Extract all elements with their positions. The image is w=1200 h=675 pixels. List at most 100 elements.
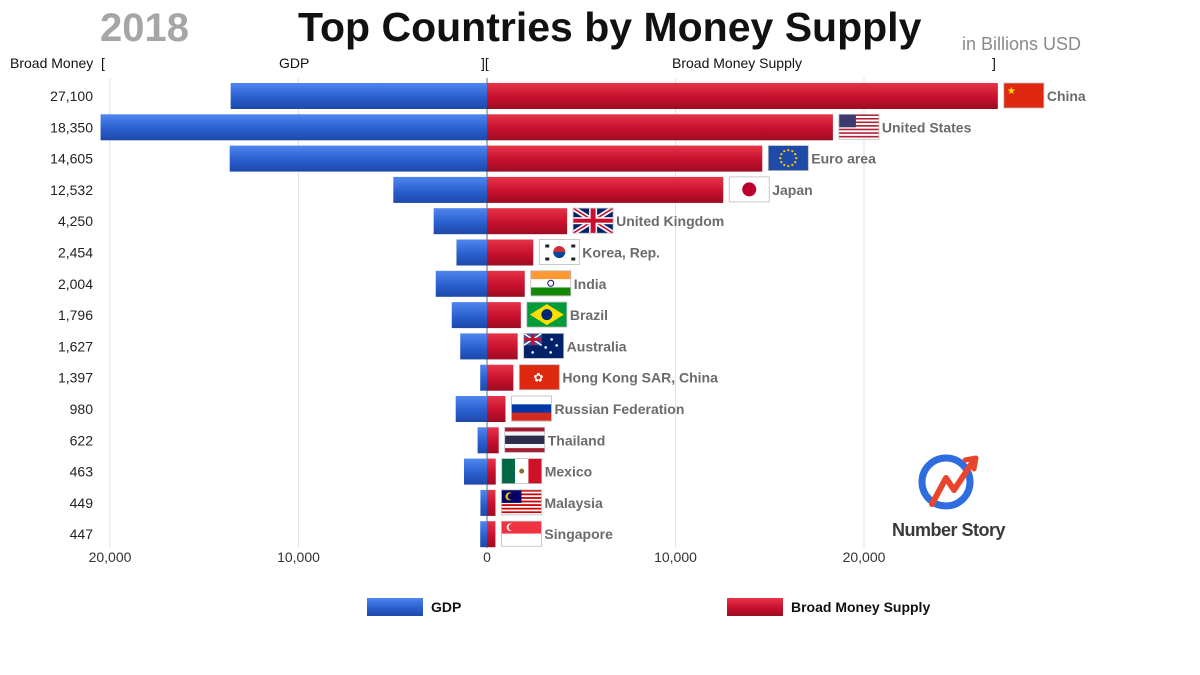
bar-gdp xyxy=(477,427,487,454)
row-value-label: 1,397 xyxy=(58,370,93,386)
bar-broad-money-supply xyxy=(487,239,534,266)
flag-eu-icon xyxy=(767,145,809,172)
bar-gdp xyxy=(460,333,487,360)
bar-broad-money-supply xyxy=(487,145,763,172)
country-name-label: United Kingdom xyxy=(616,213,724,229)
row-value-label: 14,605 xyxy=(50,151,93,167)
legend-label-broad-money-supply: Broad Money Supply xyxy=(791,599,931,615)
country-name-label: Singapore xyxy=(544,526,613,542)
country-name-label: Australia xyxy=(567,338,627,354)
bar-gdp xyxy=(480,489,487,516)
bar-broad-money-supply xyxy=(487,302,521,329)
row-value-label: 2,004 xyxy=(58,276,93,292)
col-header-gdp: GDP xyxy=(279,55,309,71)
svg-text:★: ★ xyxy=(1007,86,1016,97)
row-value-label: 18,350 xyxy=(50,119,93,135)
number-story-logo-icon xyxy=(918,454,979,510)
diverging-bar-chart: 27,100 China 18,350 United States 14,605 Euro… xyxy=(10,55,1086,565)
bar-gdp xyxy=(480,364,487,391)
country-name-label: Malaysia xyxy=(544,495,603,511)
bar-gdp xyxy=(433,208,487,235)
flag-th-icon xyxy=(504,426,546,453)
bar-gdp xyxy=(480,521,487,548)
legend-item-broad-money-supply: Broad Money Supply xyxy=(727,598,930,616)
country-name-label: Hong Kong SAR, China xyxy=(562,370,718,386)
flag-jp-icon xyxy=(728,176,770,203)
flag-ru-icon xyxy=(511,395,552,422)
col-header-broad-money: Broad Money xyxy=(10,55,93,71)
bar-gdp xyxy=(229,145,487,172)
bar-broad-money-supply xyxy=(487,458,496,485)
bar-gdp xyxy=(393,176,487,203)
x-tick-label: 10,000 xyxy=(654,549,697,565)
flag-mx-icon xyxy=(501,458,543,485)
country-name-label: Brazil xyxy=(570,307,608,323)
country-name-label: Korea, Rep. xyxy=(582,245,660,261)
year-label: 2018 xyxy=(100,6,189,50)
bars-layer xyxy=(100,83,998,548)
x-axis-ticks: 20,000 10,000 0 10,000 20,000 xyxy=(89,549,886,565)
bar-broad-money-supply xyxy=(487,114,833,141)
row-value-label: 2,454 xyxy=(58,245,93,261)
country-name-label: Euro area xyxy=(811,151,876,167)
svg-text:✿: ✿ xyxy=(533,371,543,385)
x-tick-label: 10,000 xyxy=(277,549,320,565)
bar-broad-money-supply xyxy=(487,176,724,203)
flag-kr-icon xyxy=(538,239,580,265)
legend-swatch-gdp xyxy=(367,598,423,616)
row-value-label: 622 xyxy=(70,432,94,448)
row-value-label: 980 xyxy=(70,401,94,417)
bracket-open: [ xyxy=(101,55,105,71)
country-name-label: Thailand xyxy=(548,432,606,448)
country-name-label: Russian Federation xyxy=(554,401,684,417)
bar-broad-money-supply xyxy=(487,427,499,454)
unit-label: in Billions USD xyxy=(962,34,1082,54)
bar-broad-money-supply xyxy=(487,208,568,235)
bar-broad-money-supply xyxy=(487,333,518,360)
bar-gdp xyxy=(100,114,487,141)
flag-hk-icon: ✿ xyxy=(518,364,560,391)
flag-cn-icon: ★ xyxy=(1003,82,1045,109)
row-value-label: 27,100 xyxy=(50,88,93,104)
flag-au-icon xyxy=(523,332,565,359)
flag-in-icon xyxy=(530,270,572,297)
row-value-label: 12,532 xyxy=(50,182,93,198)
bar-gdp xyxy=(464,458,487,485)
row-value-label: 447 xyxy=(70,526,94,542)
x-tick-label: 0 xyxy=(483,549,491,565)
bar-gdp xyxy=(451,302,487,329)
chart-title: Top Countries by Money Supply xyxy=(298,4,922,50)
bar-gdp xyxy=(435,270,487,297)
row-value-label: 4,250 xyxy=(58,213,93,229)
col-header-broad-money-supply: Broad Money Supply xyxy=(672,55,802,71)
x-tick-label: 20,000 xyxy=(89,549,132,565)
bar-broad-money-supply xyxy=(487,83,998,109)
bracket-mid: ][ xyxy=(481,55,489,71)
bar-broad-money-supply xyxy=(487,270,525,297)
country-name-label: United States xyxy=(882,119,972,135)
country-name-label: India xyxy=(574,276,607,292)
flags-layer: ★✿ xyxy=(501,82,1045,547)
flag-sg-icon xyxy=(501,520,542,547)
bar-gdp xyxy=(230,83,487,109)
flag-gb-icon xyxy=(571,206,615,236)
row-value-label: 1,627 xyxy=(58,338,93,354)
bar-broad-money-supply xyxy=(487,396,506,422)
labels-layer: 27,100 China 18,350 United States 14,605 Euro… xyxy=(50,88,1086,542)
country-name-label: Mexico xyxy=(545,464,592,480)
row-value-label: 463 xyxy=(70,464,94,480)
bar-broad-money-supply xyxy=(487,364,514,391)
flag-my-icon xyxy=(501,489,542,516)
flag-us-icon xyxy=(838,113,880,140)
country-name-label: Japan xyxy=(772,182,812,198)
bar-gdp xyxy=(456,239,487,266)
bar-broad-money-supply xyxy=(487,521,496,548)
bar-gdp xyxy=(455,396,487,422)
country-name-label: China xyxy=(1047,88,1086,104)
legend-item-gdp: GDP xyxy=(367,598,461,616)
legend-swatch-broad-money-supply xyxy=(727,598,783,616)
bracket-close: ] xyxy=(992,55,996,71)
brand-name: Number Story xyxy=(892,520,1006,540)
flag-br-icon xyxy=(526,301,568,328)
legend-label-gdp: GDP xyxy=(431,599,462,615)
